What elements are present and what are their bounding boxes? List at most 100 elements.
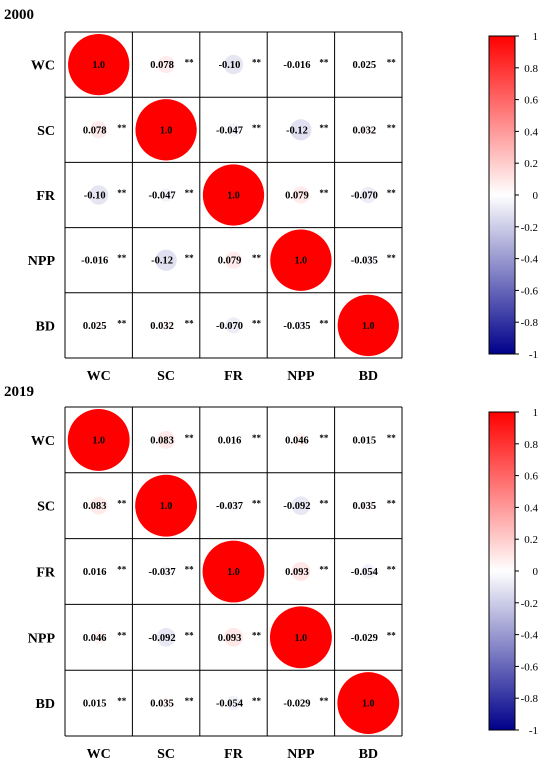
correlation-circle: [361, 564, 376, 579]
significance-marker: **: [252, 253, 262, 263]
colorbar-tick-label: 0.6: [524, 95, 538, 107]
correlation-value: 1.0: [227, 191, 240, 202]
correlation-circle: [362, 499, 375, 512]
correlation-circle: [362, 254, 375, 266]
correlation-circle: [157, 56, 175, 74]
correlation-value: -0.070: [216, 321, 243, 332]
correlation-value: 1.0: [92, 60, 105, 71]
correlation-circle: [93, 320, 104, 331]
correlation-circle: [297, 60, 305, 69]
correlation-circle: [226, 695, 241, 711]
correlation-circle: [270, 229, 332, 291]
significance-marker: **: [252, 318, 262, 328]
significance-marker: **: [387, 253, 397, 263]
significance-marker: **: [185, 58, 195, 68]
colorbar-tick-label: -1: [529, 725, 538, 737]
correlation-circle: [156, 627, 176, 647]
row-label: NPP: [28, 254, 56, 269]
correlation-heatmap: 1.0 0.078 ** -0.10 ** -0.016 ** 0.025 ** 0.078 ** 1…: [28, 31, 539, 384]
correlation-value: -0.10: [84, 191, 106, 202]
significance-marker: **: [387, 58, 397, 68]
correlation-value: -0.092: [283, 501, 310, 512]
correlation-value: -0.12: [286, 125, 308, 136]
row-label: BD: [36, 697, 55, 712]
significance-marker: **: [117, 565, 127, 575]
row-label: SC: [37, 500, 55, 515]
correlation-circle: [157, 430, 176, 449]
correlation-heatmap: 1.0 0.083 ** 0.016 ** 0.046 ** 0.015 ** 0.083 ** 1.…: [28, 406, 539, 762]
significance-marker: **: [387, 499, 397, 509]
significance-marker: **: [185, 630, 195, 640]
correlation-value: -0.037: [149, 567, 176, 578]
correlation-circle: [202, 540, 265, 603]
colorbar-tick-label: 0.2: [524, 534, 538, 546]
correlation-circle: [291, 562, 311, 581]
correlation-circle: [364, 436, 373, 444]
significance-marker: **: [117, 188, 127, 198]
correlation-circle: [224, 251, 243, 269]
correlation-value: 0.083: [150, 435, 174, 446]
correlation-value: 1.0: [362, 699, 375, 710]
correlation-value: -0.070: [351, 191, 378, 202]
significance-marker: **: [319, 188, 329, 198]
correlation-value: 0.025: [352, 60, 376, 71]
correlation-circle: [363, 59, 374, 70]
significance-marker: **: [387, 565, 397, 575]
correlation-value: -0.016: [81, 256, 108, 267]
colorbar-tick-label: -0.6: [521, 285, 539, 297]
column-label: SC: [157, 369, 175, 384]
significance-marker: **: [185, 696, 195, 706]
correlation-circle: [337, 672, 400, 735]
significance-marker: **: [252, 499, 262, 509]
correlation-value: -0.035: [283, 321, 310, 332]
correlation-circle: [223, 54, 244, 75]
correlation-circle: [337, 294, 399, 357]
column-label: NPP: [287, 747, 315, 762]
correlation-value: -0.016: [283, 60, 310, 71]
correlation-value: 1.0: [227, 567, 240, 578]
significance-marker: **: [319, 433, 329, 443]
colorbar-tick-label: -0.4: [521, 254, 539, 266]
row-label: WC: [31, 434, 55, 449]
colorbar-tick-label: 0.6: [524, 471, 538, 483]
significance-marker: **: [117, 696, 127, 706]
panel-title: 2019: [4, 384, 34, 400]
correlation-circle: [94, 699, 103, 707]
correlation-value: 0.046: [285, 435, 309, 446]
significance-marker: **: [185, 188, 195, 198]
significance-marker: **: [387, 433, 397, 443]
correlation-circle: [295, 319, 307, 332]
panel-title: 2000: [4, 7, 34, 23]
correlation-circle: [363, 632, 374, 643]
row-label: WC: [31, 59, 55, 74]
correlation-value: 0.016: [218, 435, 242, 446]
significance-marker: **: [185, 565, 195, 575]
row-label: FR: [36, 189, 56, 204]
correlation-circle: [160, 697, 172, 709]
colorbar-tick-label: 0.2: [524, 158, 538, 170]
row-label: NPP: [28, 631, 56, 646]
correlation-value: 1.0: [92, 435, 105, 446]
column-label: NPP: [287, 369, 315, 384]
correlation-circle: [290, 119, 312, 141]
correlation-circle: [160, 565, 173, 578]
correlation-value: -0.054: [351, 567, 379, 578]
correlation-panel-2019: 2019 1.0 0.083 ** 0.016 ** 0.046 ** 0.015 ** 0.08…: [0, 380, 550, 769]
column-label: FR: [224, 747, 244, 762]
significance-marker: **: [185, 253, 195, 263]
correlation-circle: [160, 319, 172, 331]
correlation-value: -0.047: [216, 125, 243, 136]
significance-marker: **: [185, 433, 195, 443]
correlation-circle: [135, 474, 198, 537]
correlation-value: 1.0: [295, 256, 308, 267]
colorbar-tick-label: -0.4: [521, 630, 539, 642]
correlation-value: 0.016: [83, 567, 107, 578]
correlation-circle: [225, 317, 242, 334]
correlation-value: -0.035: [351, 256, 378, 267]
correlation-circle: [224, 627, 243, 647]
column-label: BD: [359, 747, 378, 762]
correlation-value: 0.078: [83, 125, 107, 136]
correlation-circle: [226, 123, 241, 137]
colorbar-tick-label: -0.8: [521, 317, 539, 329]
correlation-circle: [90, 121, 108, 139]
